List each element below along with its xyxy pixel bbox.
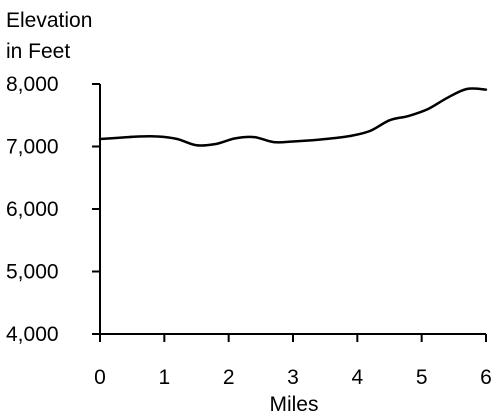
y-axis-ticks: 4,000 5,000 6,000 7,000 8,000 bbox=[6, 73, 100, 346]
y-axis-title-line-2: in Feet bbox=[6, 40, 70, 63]
y-tick-label: 4,000 bbox=[6, 323, 59, 346]
y-tick-label: 7,000 bbox=[6, 136, 59, 159]
x-axis-ticks: 0 1 2 3 4 5 6 bbox=[94, 334, 492, 389]
y-tick-label: 5,000 bbox=[6, 261, 59, 284]
x-axis-title: Miles bbox=[269, 393, 318, 416]
x-tick-label: 5 bbox=[416, 366, 428, 389]
x-tick-label: 1 bbox=[158, 366, 170, 389]
x-tick-label: 6 bbox=[480, 366, 492, 389]
y-tick-label: 6,000 bbox=[6, 198, 59, 221]
x-tick-label: 3 bbox=[287, 366, 299, 389]
y-tick-label: 8,000 bbox=[6, 73, 59, 96]
x-tick-label: 0 bbox=[94, 366, 106, 389]
x-tick-label: 4 bbox=[351, 366, 363, 389]
x-tick-label: 2 bbox=[223, 366, 235, 389]
y-axis-title-line-1: Elevation bbox=[6, 9, 92, 32]
elevation-line bbox=[98, 87, 488, 147]
